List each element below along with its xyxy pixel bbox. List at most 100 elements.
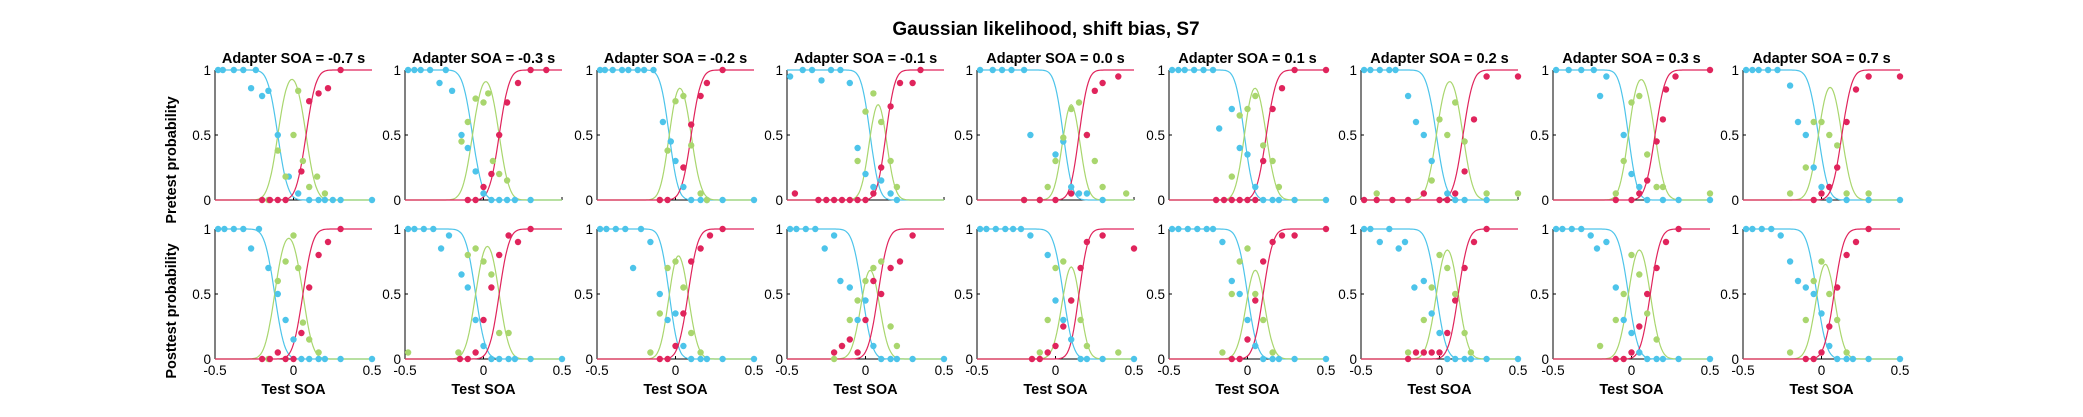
data-point-green [1483,190,1490,197]
data-point-green [878,258,885,265]
y-tick-label: 1 [1731,222,1739,237]
data-point-green [1843,349,1850,356]
data-point-red [1452,297,1459,304]
fit-curve-cyan [1743,228,1900,360]
data-point-green [1068,105,1075,113]
data-point-cyan [411,66,418,74]
panel-title: Adapter SOA = 0.7 s [1752,51,1890,67]
data-point-green [1865,190,1872,197]
data-point-cyan [1075,190,1083,197]
data-point-cyan [221,225,228,233]
data-point-cyan [1322,196,1330,204]
y-tick-label: 0 [203,193,211,208]
data-point-cyan [1758,225,1766,233]
y-tick-label: 1 [1349,222,1357,237]
y-tick-label: 0.5 [192,128,211,143]
data-point-red [1662,238,1670,246]
data-point-red [1420,190,1428,197]
data-point-green [1612,316,1620,324]
panel-r0-c2: Adapter SOA = -0.2 s 0 0.5 1 [574,51,758,208]
fit-curve-red [787,69,944,201]
data-point-cyan [750,355,758,363]
data-point-green [672,98,679,105]
data-point-red [1653,138,1660,145]
data-point-cyan [1777,232,1784,239]
data-point-cyan [909,355,916,363]
fit-curve-green [1553,79,1710,201]
data-point-red [887,103,894,110]
data-point-green [464,251,471,259]
data-point-green [887,157,894,165]
data-point-green [1612,190,1620,197]
fit-curve-red [405,228,562,360]
y-tick-label: 1 [965,222,973,237]
fit-curve-cyan [405,228,562,360]
data-point-green [1428,284,1435,291]
data-point-red [324,85,332,92]
data-point-red [909,232,916,239]
data-point-cyan [1386,225,1393,233]
data-point-red [1810,196,1817,204]
data-point-cyan [893,196,901,204]
data-point-cyan [1027,232,1034,239]
data-point-cyan [488,355,495,363]
data-point-cyan [265,87,272,95]
data-point-red [266,355,274,363]
data-point-green [688,329,695,337]
data-point-red [1052,196,1059,204]
data-point-red [1020,196,1028,204]
data-point-green [854,297,861,304]
x-tick-label: 0 [1052,363,1060,378]
data-point-cyan [1052,151,1059,158]
y-tick-label: 0.5 [954,128,973,143]
data-point-green [1091,157,1099,165]
data-point-cyan [255,225,263,233]
data-point-green [1269,157,1276,165]
data-point-cyan [505,355,512,363]
data-point-cyan [464,284,471,291]
y-tick-label: 1 [393,63,401,78]
y-tick-label: 0 [393,193,401,208]
data-point-red [1244,336,1251,343]
fit-curve-red [597,228,754,360]
data-point-cyan [1291,196,1298,204]
data-point-red [664,196,671,204]
data-point-cyan [1420,277,1428,285]
data-point-green [1444,264,1451,272]
data-point-cyan [1412,118,1420,126]
data-point-cyan [596,225,604,233]
data-point-green [306,336,313,343]
panel-r0-c8: Adapter SOA = 0.7 s 0 0.5 1 [1720,51,1904,208]
data-point-cyan [609,66,616,74]
data-point-cyan [697,355,704,363]
data-point-cyan [1395,245,1402,252]
data-point-cyan [1675,196,1682,204]
data-point-red [1662,86,1670,93]
data-point-cyan [1636,183,1643,191]
panel-r0-c0: Adapter SOA = -0.7 s 0 0.5 1 [192,51,376,208]
data-point-cyan [240,225,247,233]
data-point-red [1628,349,1635,356]
data-point-cyan [321,196,329,204]
data-point-green [680,92,687,100]
data-point-red [1052,342,1059,350]
data-point-cyan [1044,251,1051,259]
data-point-green [1659,183,1667,191]
y-tick-label: 0.5 [1720,287,1739,302]
data-point-cyan [887,355,894,363]
data-point-red [1620,355,1627,363]
y-tick-label: 0 [585,193,593,208]
data-point-red [1291,66,1298,74]
data-point-red [480,316,487,324]
data-point-red [1834,164,1841,171]
data-point-red [1810,355,1817,363]
data-point-cyan [1052,297,1059,304]
y-tick-label: 1 [203,222,211,237]
panel-r0-c7: Adapter SOA = 0.3 s 0 0.5 1 [1530,51,1714,208]
data-point-red [496,251,503,259]
y-tick-label: 0 [1157,193,1165,208]
data-point-green [321,190,329,197]
data-point-cyan [1755,66,1762,74]
data-point-cyan [1291,355,1298,363]
